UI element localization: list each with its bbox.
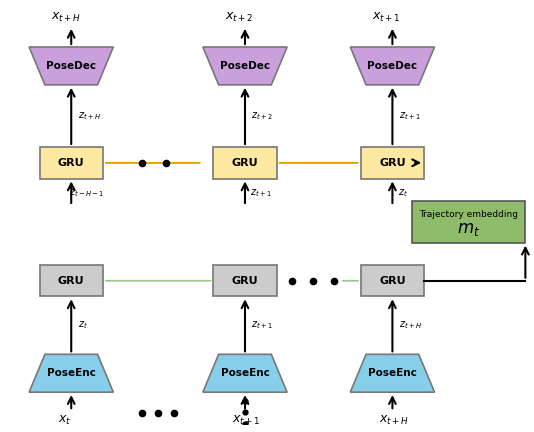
Text: Trajectory embedding: Trajectory embedding [419, 210, 519, 219]
Text: $x_t$: $x_t$ [58, 414, 72, 427]
Text: GRU: GRU [58, 158, 84, 168]
Text: PoseDec: PoseDec [220, 61, 270, 71]
Text: $z_t$: $z_t$ [77, 320, 88, 331]
Text: PoseDec: PoseDec [367, 61, 418, 71]
Text: PoseEnc: PoseEnc [47, 368, 96, 378]
FancyBboxPatch shape [214, 265, 277, 296]
Polygon shape [29, 47, 113, 85]
Polygon shape [203, 47, 287, 85]
FancyBboxPatch shape [361, 265, 424, 296]
FancyBboxPatch shape [412, 200, 525, 243]
Polygon shape [203, 354, 287, 392]
Text: PoseEnc: PoseEnc [221, 368, 270, 378]
Text: $z_{t+1}$: $z_{t+1}$ [399, 110, 421, 122]
Text: $m_t$: $m_t$ [457, 220, 480, 238]
Text: $z_{t+H}$: $z_{t+H}$ [399, 320, 422, 331]
Text: $x_{t+2}$: $x_{t+2}$ [225, 11, 254, 24]
FancyBboxPatch shape [361, 147, 424, 178]
Text: $z_{t+H}$: $z_{t+H}$ [77, 110, 100, 122]
Text: $x_{t+1}$: $x_{t+1}$ [232, 414, 261, 427]
FancyBboxPatch shape [40, 147, 103, 178]
Polygon shape [29, 354, 113, 392]
Text: $z_{t-H-1}$: $z_{t-H-1}$ [68, 187, 104, 199]
Text: $z_{t+1}$: $z_{t+1}$ [250, 187, 272, 199]
Text: PoseEnc: PoseEnc [368, 368, 417, 378]
Text: GRU: GRU [232, 158, 258, 168]
Text: GRU: GRU [232, 276, 258, 286]
FancyBboxPatch shape [40, 265, 103, 296]
Text: $z_{t+2}$: $z_{t+2}$ [252, 110, 273, 122]
Polygon shape [350, 47, 435, 85]
FancyBboxPatch shape [214, 147, 277, 178]
Text: $x_{t+H}$: $x_{t+H}$ [379, 414, 410, 427]
Text: $x_{t+H}$: $x_{t+H}$ [51, 11, 82, 24]
Text: GRU: GRU [58, 276, 84, 286]
Text: GRU: GRU [379, 276, 406, 286]
Polygon shape [350, 354, 435, 392]
Text: $z_t$: $z_t$ [398, 187, 407, 199]
Text: GRU: GRU [379, 158, 406, 168]
Text: PoseDec: PoseDec [46, 61, 96, 71]
Text: $z_{t+1}$: $z_{t+1}$ [252, 320, 273, 331]
Text: $x_{t+1}$: $x_{t+1}$ [372, 11, 401, 24]
